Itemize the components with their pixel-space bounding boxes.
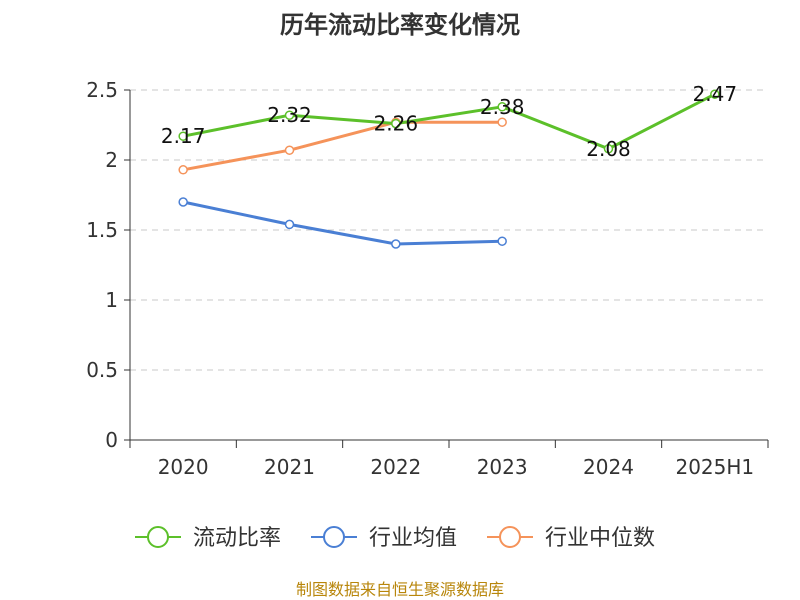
legend-marker <box>499 526 521 548</box>
data-point <box>178 165 188 175</box>
data-point <box>284 110 295 120</box>
data-label: 2.38 <box>480 95 525 119</box>
legend-label: 行业中位数 <box>545 526 655 551</box>
series-line <box>182 120 503 172</box>
data-label: 2.26 <box>374 112 419 136</box>
legend-marker <box>323 526 345 548</box>
grid-lines <box>130 89 768 371</box>
data-point <box>391 239 401 249</box>
data-point <box>497 117 507 127</box>
legend-label: 流动比率 <box>193 526 281 551</box>
y-tick-label: 0.5 <box>86 358 118 382</box>
x-tick-label: 2024 <box>583 455 634 479</box>
x-tick-label: 2023 <box>477 455 528 479</box>
series-line <box>182 92 716 151</box>
x-tick-label: 2022 <box>370 455 421 479</box>
data-label: 2.47 <box>693 82 738 106</box>
data-point <box>284 219 295 230</box>
y-tick-label: 1 <box>105 288 118 312</box>
y-tick-label: 0 <box>105 428 118 452</box>
legend-marker <box>147 526 169 548</box>
y-tick-label: 2.5 <box>86 78 118 102</box>
data-label: 2.08 <box>586 137 631 161</box>
source-note: 制图数据来自恒生聚源数据库 <box>296 580 504 599</box>
axes: 0 0.5 1 1.5 2 2.5 2020 2021 2022 2023 2024 2025H1 <box>86 78 769 479</box>
legend: 流动比率 行业均值 行业中位数 <box>135 526 655 551</box>
x-tick-label: 2021 <box>264 455 315 479</box>
data-point <box>497 102 507 112</box>
data-point <box>497 236 507 246</box>
x-tick-label: 2020 <box>158 455 209 479</box>
chart-title: 历年流动比率变化情况 <box>280 11 520 39</box>
data-point <box>710 89 720 99</box>
legend-label: 行业均值 <box>369 526 457 551</box>
y-tick-label: 2 <box>105 148 118 172</box>
data-point <box>178 131 188 141</box>
series-line <box>182 200 503 246</box>
data-point <box>284 145 295 155</box>
data-point <box>178 197 188 207</box>
data-labels: 2.17 2.32 2.26 2.38 2.08 2.47 <box>161 82 737 161</box>
data-point <box>603 144 614 154</box>
y-tick-label: 1.5 <box>86 218 118 242</box>
data-label: 2.32 <box>267 103 312 127</box>
data-label: 2.17 <box>161 124 206 148</box>
x-tick-label: 2025H1 <box>675 455 754 479</box>
data-point <box>391 118 401 129</box>
series-lines <box>178 89 720 249</box>
